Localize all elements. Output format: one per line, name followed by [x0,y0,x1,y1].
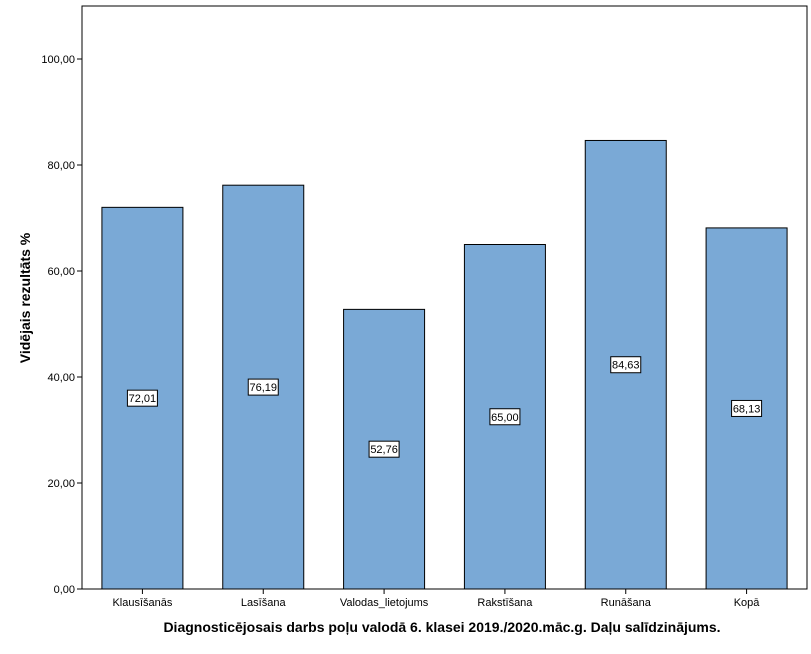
bar [343,308,426,590]
x-axis: Klausīšanās Lasīšana Valodas_lietojums Raks… [112,589,760,609]
y-tick-label: 100,00 [41,54,75,66]
data-label-box [126,389,158,407]
plot-area [81,5,808,590]
x-category-label: Valodas_lietojums [340,597,429,609]
x-category-label: Rakstīšana [477,597,533,609]
y-tick-label: 40,00 [47,372,75,384]
data-label: 84,63 [612,360,640,372]
data-label: 68,13 [733,403,761,415]
data-label-box [368,440,400,458]
x-category-label: Runāšana [601,597,652,609]
x-category-label: Klausīšanās [112,597,172,609]
y-axis: 0,00 20,00 40,00 60,00 80,00 100,00 [41,54,82,596]
data-label: 65,00 [491,412,519,424]
data-label: 52,76 [370,444,398,456]
data-label-box [610,356,642,374]
y-tick-label: 80,00 [47,160,75,172]
data-label-box [731,399,763,417]
data-label: 76,19 [249,382,277,394]
y-axis-title: Vidējais rezultāts % [17,232,33,363]
y-tick-label: 20,00 [47,478,75,490]
data-label-box [247,378,279,396]
x-category-label: Kopā [734,597,761,609]
x-category-label: Lasīšana [241,597,287,609]
x-axis-title: Diagnosticējosais darbs poļu valodā 6. k… [163,619,720,635]
y-tick-label: 60,00 [47,266,75,278]
data-label: 72,01 [129,393,157,405]
data-label-box [489,408,521,426]
y-tick-label: 0,00 [54,584,75,596]
bars-group: 72,01 76,19 52,76 65,00 84,63 68,13 [101,139,788,590]
plot-border [81,5,808,590]
